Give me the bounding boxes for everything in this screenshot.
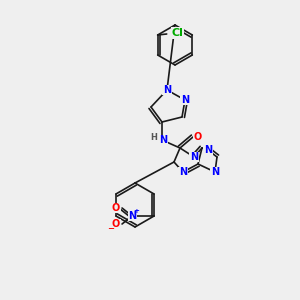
Text: −: − bbox=[108, 224, 115, 233]
Text: N: N bbox=[163, 85, 171, 95]
Text: H: H bbox=[150, 134, 157, 142]
Text: N: N bbox=[211, 167, 219, 177]
Text: O: O bbox=[112, 219, 120, 229]
Text: N: N bbox=[128, 211, 136, 221]
Text: N: N bbox=[159, 135, 167, 145]
Text: N: N bbox=[181, 95, 189, 105]
Text: N: N bbox=[190, 152, 198, 162]
Text: +: + bbox=[133, 208, 139, 214]
Text: N: N bbox=[204, 145, 212, 155]
Text: O: O bbox=[112, 203, 120, 213]
Text: Cl: Cl bbox=[172, 28, 184, 38]
Text: O: O bbox=[194, 132, 202, 142]
Text: N: N bbox=[179, 167, 187, 177]
